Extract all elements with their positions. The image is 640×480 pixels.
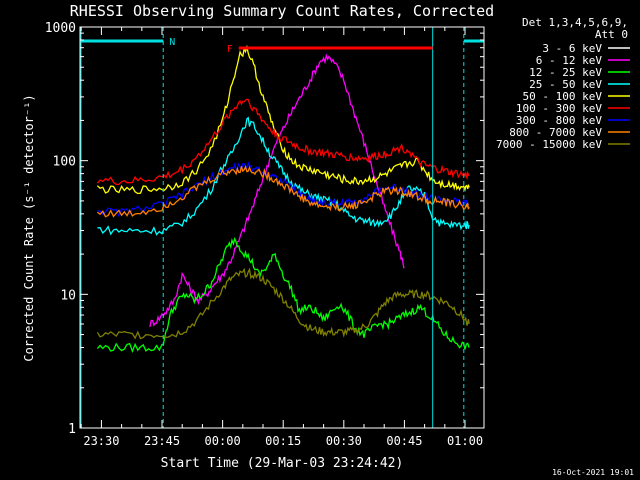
y-tick-label: 10 bbox=[60, 288, 76, 303]
y-tick-label: 1 bbox=[68, 422, 76, 437]
y-axis-label: Corrected Count Rate (s⁻¹ detector⁻¹) bbox=[22, 94, 36, 361]
x-tick-label: 00:30 bbox=[326, 434, 362, 448]
x-tick-label: 23:45 bbox=[144, 434, 180, 448]
y-tick-label: 1000 bbox=[45, 21, 76, 36]
plot-frame bbox=[79, 26, 485, 429]
series-line-7000-15000-kev bbox=[96, 267, 470, 340]
y-tick-label: 100 bbox=[53, 155, 76, 170]
series-line-3-6-kev bbox=[97, 63, 406, 277]
legend-label: 12 - 25 keV bbox=[529, 66, 602, 79]
chart-title: RHESSI Observing Summary Count Rates, Co… bbox=[70, 2, 494, 20]
legend-label: 25 - 50 keV bbox=[529, 78, 602, 91]
x-tick-label: 00:00 bbox=[205, 434, 241, 448]
legend-label: 50 - 100 keV bbox=[523, 90, 603, 103]
x-axis-label: Start Time (29-Mar-03 23:24:42) bbox=[161, 456, 404, 471]
legend-header-line-1: Det 1,3,4,5,6,9, bbox=[522, 16, 628, 29]
x-tick-label: 01:00 bbox=[447, 434, 483, 448]
legend-label: 6 - 12 keV bbox=[536, 54, 603, 67]
series-line-25-50-kev bbox=[97, 116, 470, 236]
series-line-100-300-kev bbox=[96, 98, 470, 186]
legend-label: 100 - 300 keV bbox=[516, 102, 602, 115]
date-stamp: 16-Oct-2021 19:01 bbox=[552, 468, 634, 477]
x-tick-label: 23:30 bbox=[83, 434, 119, 448]
series-line-12-25-kev bbox=[96, 236, 470, 354]
x-tick-label: 00:15 bbox=[265, 434, 301, 448]
legend-label: 7000 - 15000 keV bbox=[496, 138, 602, 151]
annotation-layer: NF bbox=[80, 27, 484, 428]
legend-label: 800 - 7000 keV bbox=[509, 126, 602, 139]
series-line-800-7000-kev bbox=[97, 165, 470, 218]
flare-label: F bbox=[227, 44, 233, 55]
legend-label: 300 - 800 keV bbox=[516, 114, 602, 127]
x-tick-label: 00:45 bbox=[386, 434, 422, 448]
axis-layer: 23:30 23:45 00:00 00:15 00:30 00:45 01:00 1 10 10… bbox=[45, 21, 484, 448]
legend-label: 3 - 6 keV bbox=[542, 42, 602, 55]
night-label: N bbox=[169, 37, 175, 48]
series-layer bbox=[96, 44, 470, 354]
legend-header-line-2: Att 0 bbox=[595, 28, 628, 41]
